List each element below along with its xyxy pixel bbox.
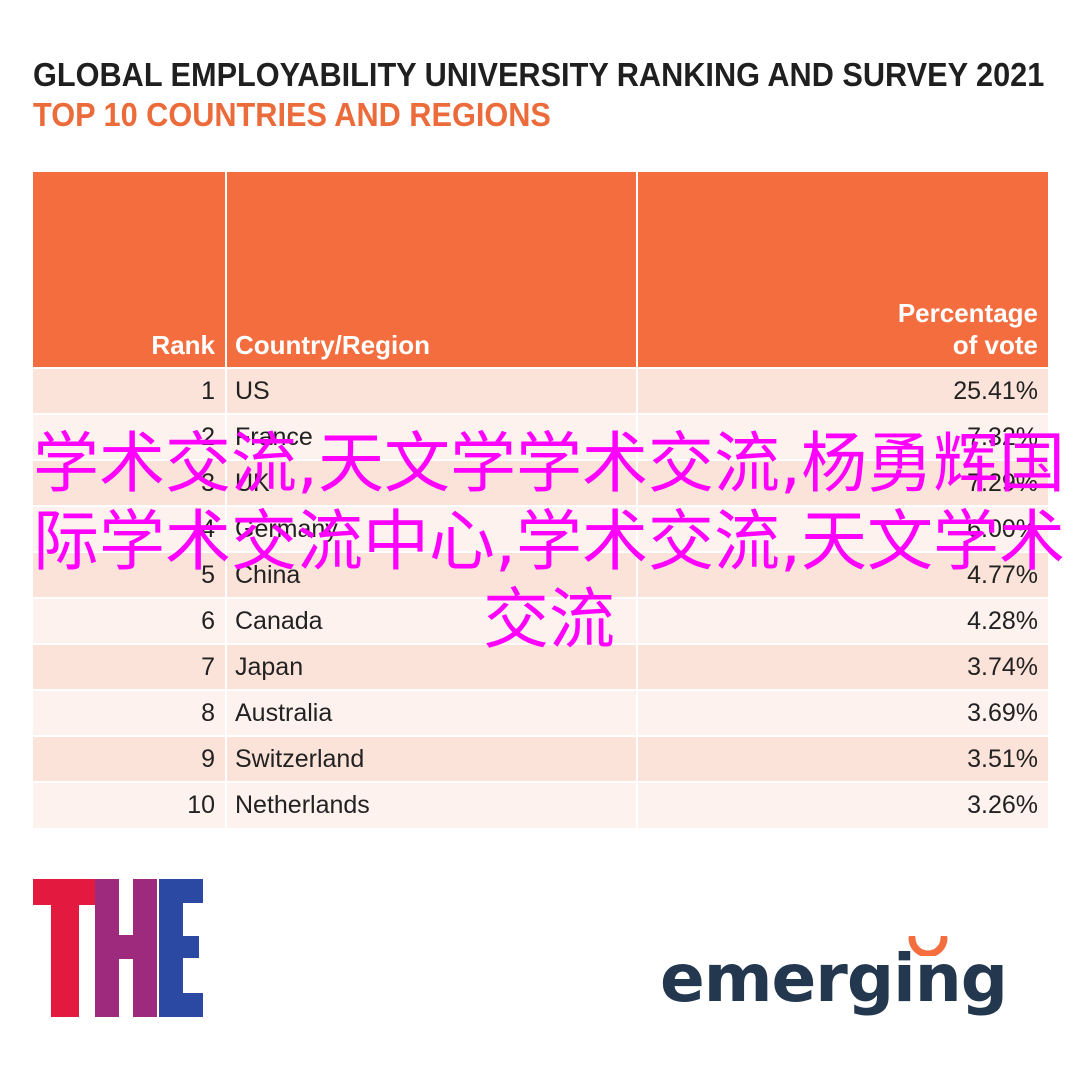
percentage-cell: 3.69% bbox=[637, 689, 1048, 736]
percentage-cell: 4.28% bbox=[637, 597, 1048, 644]
table-row: 6 Canada 4.28% bbox=[33, 597, 1048, 644]
rank-cell: 8 bbox=[33, 689, 227, 736]
table-body: 1 US 25.41% 2 France 7.32% 3 UK 7.29% 4 Germany… bbox=[33, 367, 1048, 828]
table-row: 3 UK 7.29% bbox=[33, 459, 1048, 506]
percentage-cell: 3.51% bbox=[637, 735, 1048, 782]
table-row: 9 Switzerland 3.51% bbox=[33, 735, 1048, 782]
table-row: 10 Netherlands 3.26% bbox=[33, 781, 1048, 828]
table-row: 2 France 7.32% bbox=[33, 413, 1048, 460]
rank-cell: 10 bbox=[33, 781, 227, 828]
column-header-rank: Rank bbox=[33, 172, 227, 368]
rank-cell: 7 bbox=[33, 643, 227, 690]
percentage-cell: 3.74% bbox=[637, 643, 1048, 690]
column-header-percentage-label: Percentage of vote bbox=[897, 298, 1038, 360]
rank-cell: 6 bbox=[33, 597, 227, 644]
country-cell: China bbox=[226, 551, 638, 598]
percentage-cell: 7.32% bbox=[637, 413, 1048, 460]
table-row: 1 US 25.41% bbox=[33, 367, 1048, 414]
ranking-table: Rank Country/Region Percentage of vote 1… bbox=[33, 172, 1048, 828]
rank-cell: 9 bbox=[33, 735, 227, 782]
country-cell: Japan bbox=[226, 643, 638, 690]
percentage-cell: 25.41% bbox=[637, 367, 1048, 414]
page-title: GLOBAL EMPLOYABILITY UNIVERSITY RANKING … bbox=[33, 56, 1045, 93]
rank-cell: 4 bbox=[33, 505, 227, 552]
percentage-cell: 6.00% bbox=[637, 505, 1048, 552]
country-cell: Switzerland bbox=[226, 735, 638, 782]
rank-cell: 1 bbox=[33, 367, 227, 414]
column-header-country: Country/Region bbox=[226, 172, 638, 368]
country-cell: UK bbox=[226, 459, 638, 506]
table-row: 5 China 4.77% bbox=[33, 551, 1048, 598]
rank-cell: 2 bbox=[33, 413, 227, 460]
emerging-arc-icon bbox=[908, 936, 948, 956]
the-logo-mark bbox=[33, 879, 203, 1017]
table-header-row: Rank Country/Region Percentage of vote bbox=[33, 172, 1048, 368]
percentage-cell: 3.26% bbox=[637, 781, 1048, 828]
country-cell: Australia bbox=[226, 689, 638, 736]
table-row: 4 Germany 6.00% bbox=[33, 505, 1048, 552]
emerging-logo: emerging bbox=[660, 936, 1050, 1050]
the-logo bbox=[33, 879, 203, 1017]
rank-cell: 3 bbox=[33, 459, 227, 506]
page-subtitle: TOP 10 COUNTRIES AND REGIONS bbox=[33, 96, 551, 133]
column-header-percentage: Percentage of vote bbox=[637, 172, 1048, 368]
country-cell: Canada bbox=[226, 597, 638, 644]
country-cell: US bbox=[226, 367, 638, 414]
emerging-logo-text: emerging bbox=[660, 940, 1008, 1017]
country-cell: France bbox=[226, 413, 638, 460]
country-cell: Germany bbox=[226, 505, 638, 552]
table-row: 7 Japan 3.74% bbox=[33, 643, 1048, 690]
percentage-cell: 7.29% bbox=[637, 459, 1048, 506]
percentage-cell: 4.77% bbox=[637, 551, 1048, 598]
table-row: 8 Australia 3.69% bbox=[33, 689, 1048, 736]
country-cell: Netherlands bbox=[226, 781, 638, 828]
rank-cell: 5 bbox=[33, 551, 227, 598]
